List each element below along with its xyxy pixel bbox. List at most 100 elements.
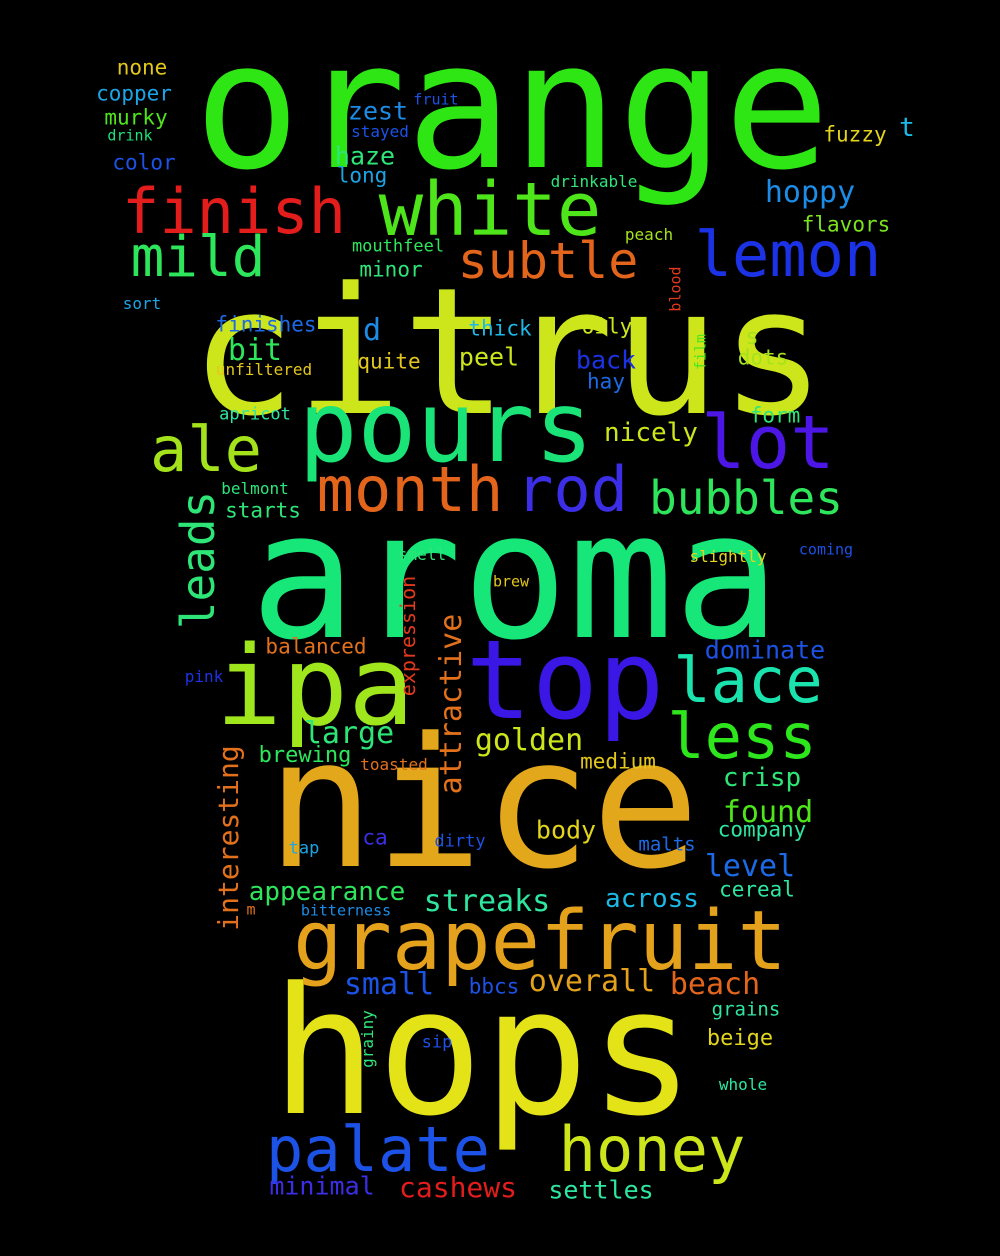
word-fruit: fruit xyxy=(413,90,459,109)
word-body: body xyxy=(535,815,597,845)
word-settles: settles xyxy=(548,1175,654,1205)
word-subtle: subtle xyxy=(457,232,639,290)
word-ale: ale xyxy=(150,413,262,486)
word-beach: beach xyxy=(669,967,761,1002)
word-thick: thick xyxy=(468,316,532,341)
word-form: form xyxy=(749,403,801,428)
word-lot: lot xyxy=(701,400,835,486)
word-overall: overall xyxy=(528,964,656,999)
word-peel: peel xyxy=(458,342,520,372)
word-sip: sip xyxy=(421,1032,453,1053)
word-bit: bit xyxy=(227,333,283,368)
word-palate: palate xyxy=(266,1113,490,1186)
word-streaks: streaks xyxy=(423,884,551,919)
word-murky: murky xyxy=(104,105,168,130)
word-dots: dots xyxy=(737,345,789,370)
word-finish: finish xyxy=(122,175,346,248)
word-lace: lace xyxy=(673,644,823,717)
word-hoppy: hoppy xyxy=(764,175,856,210)
word-m: m xyxy=(246,900,256,919)
word-bubbles: bubbles xyxy=(649,471,843,525)
word-minimal: minimal xyxy=(269,1171,375,1201)
word-sort: sort xyxy=(122,294,162,313)
word-grapefruit: grapefruit xyxy=(293,894,787,989)
word-leads: leads xyxy=(171,490,225,630)
word-coming: coming xyxy=(798,540,854,559)
word-ipa: ipa xyxy=(215,622,415,750)
word-mouthfeel: mouthfeel xyxy=(351,236,445,257)
word-color: color xyxy=(112,150,176,175)
word-lemon: lemon xyxy=(694,218,882,291)
word-smell: smell xyxy=(397,545,447,564)
word-peach: peach xyxy=(624,225,674,244)
word-haze: haze xyxy=(334,141,396,171)
word-rod: rod xyxy=(516,453,628,526)
word-belmont: belmont xyxy=(221,479,289,498)
word-balanced: balanced xyxy=(265,634,367,659)
word-t: t xyxy=(899,113,915,143)
word-mild: mild xyxy=(130,225,266,290)
word-interesting: interesting xyxy=(212,745,245,931)
word-white: white xyxy=(378,167,602,253)
word-appearance: appearance xyxy=(248,877,406,907)
word-cashews: cashews xyxy=(398,1171,518,1204)
word-large: large xyxy=(303,716,395,751)
word-attractive: attractive xyxy=(434,613,469,795)
word-expression: expression xyxy=(396,575,420,697)
word-finishes: finishes xyxy=(215,312,317,337)
word-company: company xyxy=(717,817,807,842)
word-citrus: citrus xyxy=(190,250,826,455)
word-none: none xyxy=(116,55,168,80)
word-medium: medium xyxy=(580,749,656,774)
word-grains: grains xyxy=(711,998,781,1021)
word-brew: brew xyxy=(492,572,530,591)
word-toasted: toasted xyxy=(360,755,428,774)
word-malts: malts xyxy=(638,833,696,856)
word-less: less xyxy=(667,700,817,773)
word-bbcs: bbcs xyxy=(468,974,520,999)
word-starts: starts xyxy=(225,498,301,523)
word-orange: orange xyxy=(194,4,830,209)
word-back: back xyxy=(575,345,637,375)
word-dirty: dirty xyxy=(434,831,486,852)
word-month: month xyxy=(316,453,504,526)
word-s: s xyxy=(745,325,759,350)
word-oily: oily xyxy=(581,314,633,339)
word-pink: pink xyxy=(184,667,224,686)
word-brewing: brewing xyxy=(258,743,352,768)
word-honey: honey xyxy=(558,1113,746,1186)
word-slightly: slightly xyxy=(689,547,767,566)
word-long: long xyxy=(336,163,388,188)
word-quite: quite xyxy=(357,349,421,374)
word-zest: zest xyxy=(347,96,409,126)
word-dominate: dominate xyxy=(704,635,826,665)
word-drink: drink xyxy=(107,126,153,145)
word-blood: blood xyxy=(666,266,685,312)
word-flavors: flavors xyxy=(801,212,891,237)
word-aroma: aroma xyxy=(250,474,780,679)
word-apricot: apricot xyxy=(219,404,291,425)
word-whole: whole xyxy=(718,1075,768,1094)
word-cereal: cereal xyxy=(719,877,795,902)
word-beige: beige xyxy=(706,1026,774,1051)
word-top: top xyxy=(465,616,665,744)
word-nice: nice xyxy=(266,700,700,909)
word-across: across xyxy=(605,884,699,914)
word-fuzzy: fuzzy xyxy=(823,122,887,147)
word-bitterness: bitterness xyxy=(300,901,392,920)
word-unfiltered: unfiltered xyxy=(215,360,313,379)
word-drinkable: drinkable xyxy=(550,172,638,191)
word-small: small xyxy=(343,967,435,1002)
word-copper: copper xyxy=(96,81,172,106)
word-d: d xyxy=(362,313,382,348)
word-hay: hay xyxy=(587,369,625,394)
word-grainy: grainy xyxy=(358,1010,377,1068)
word-crisp: crisp xyxy=(722,763,802,793)
word-golden: golden xyxy=(474,723,584,758)
word-tap: tap xyxy=(288,838,320,859)
word-film: film xyxy=(691,333,710,371)
word-ca: ca xyxy=(362,825,388,850)
word-pours: pours xyxy=(298,371,594,485)
word-minor: minor xyxy=(359,257,423,282)
